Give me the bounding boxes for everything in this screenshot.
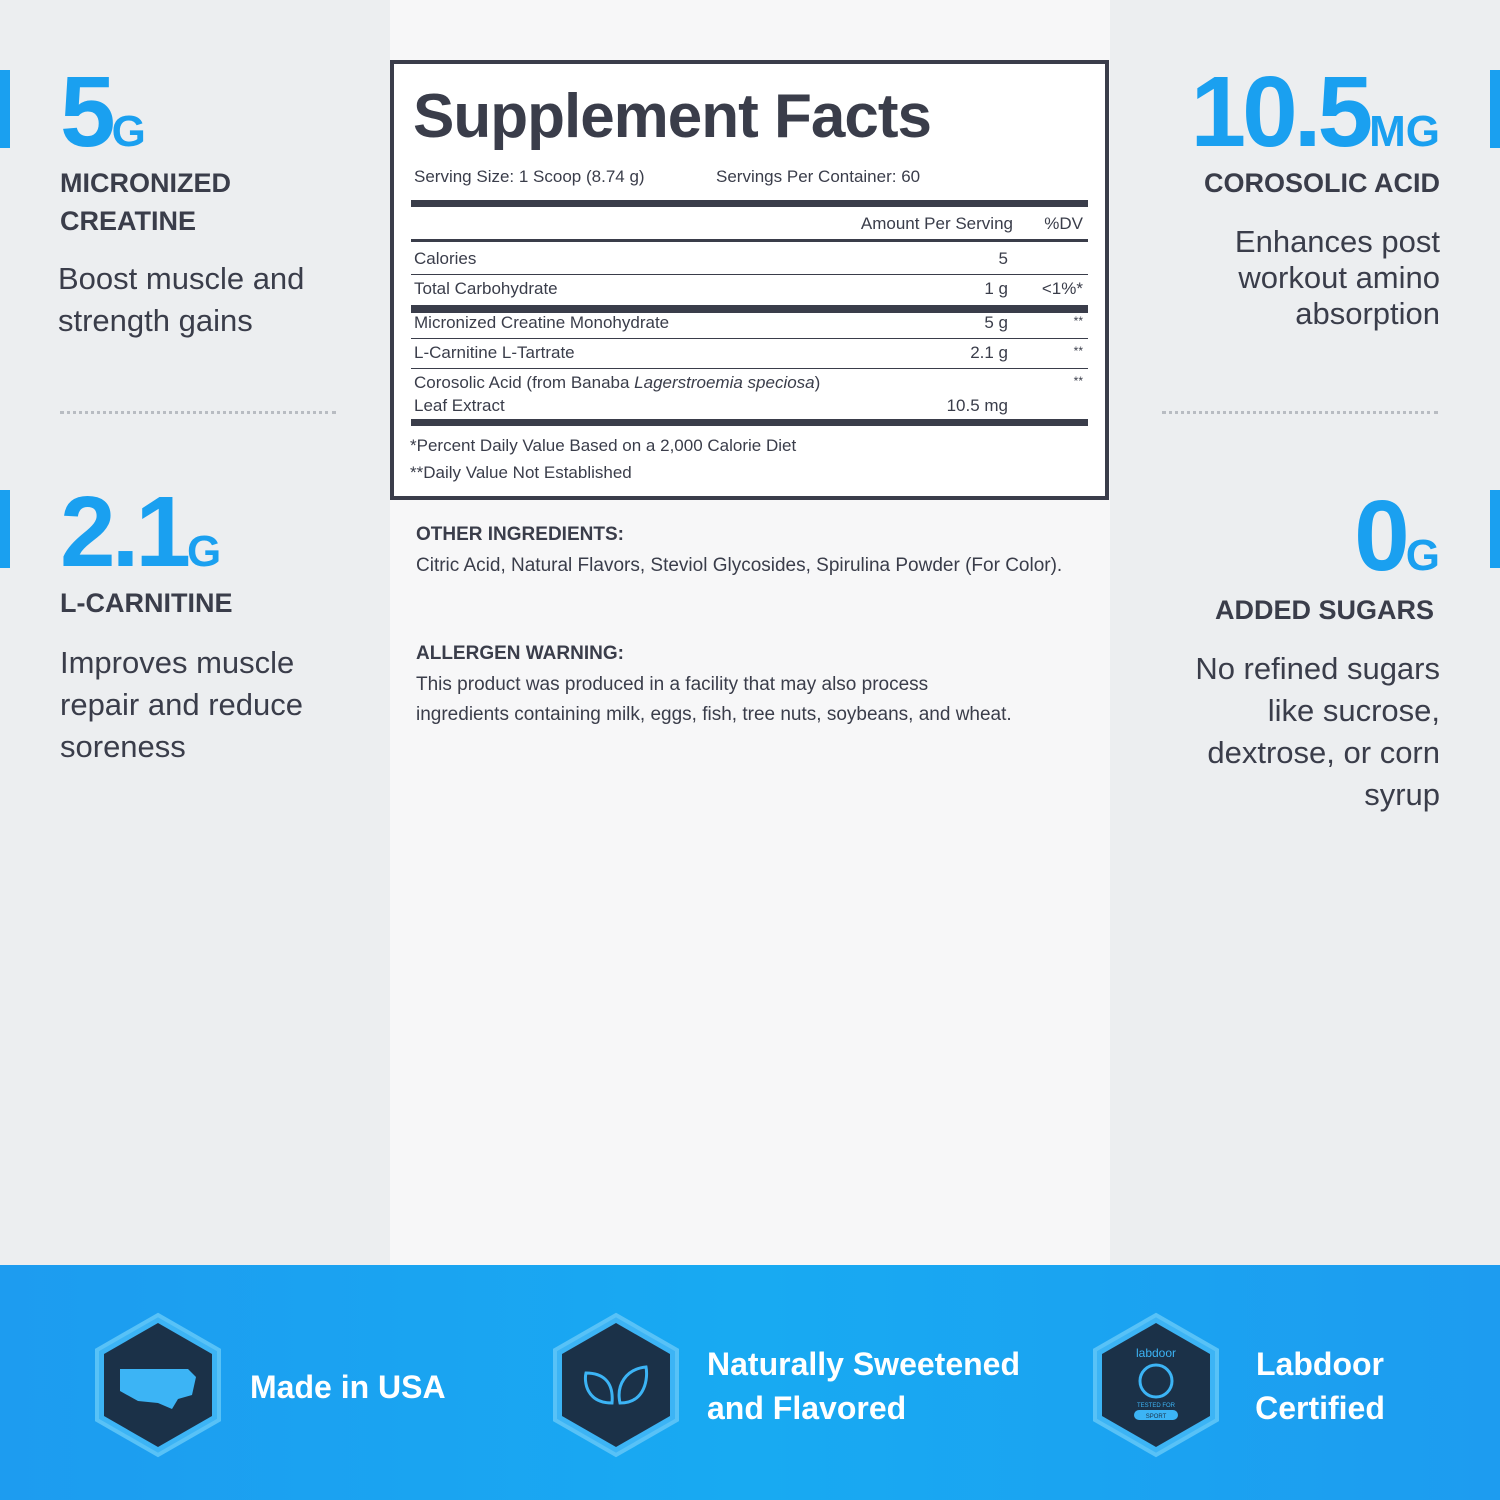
badge-label: Made in USA: [250, 1369, 446, 1405]
servings-per-container: Servings Per Container: 60: [716, 167, 921, 186]
row-name: Total Carbohydrate: [414, 279, 558, 298]
badge-label: Naturally Sweetened and Flavored: [707, 1346, 1020, 1426]
footnote: **Daily Value Not Established: [410, 463, 632, 482]
dv-header: %DV: [1044, 214, 1083, 233]
feature-number: 0G: [1354, 486, 1440, 606]
row-amount: 1 g: [984, 279, 1008, 298]
unit: G: [111, 107, 146, 156]
section-heading: ALLERGEN WARNING:: [416, 643, 624, 664]
row-amount: 5: [998, 249, 1008, 268]
feature-number: 10.5MG: [1190, 62, 1440, 182]
usa-badge: [95, 1312, 221, 1458]
logo-brand: labdoor: [1136, 1346, 1176, 1360]
feature-number: 2.1G: [60, 482, 221, 602]
section-text: This product was produced in a facility …: [416, 674, 1012, 725]
serving-size: Serving Size: 1 Scoop (8.74 g): [414, 167, 645, 186]
text: Corosolic Acid (from Banaba: [414, 373, 635, 392]
accent-bar: [0, 490, 10, 568]
row-name: Leaf Extract: [414, 396, 505, 415]
rule: [411, 338, 1088, 339]
number: 0: [1354, 480, 1410, 592]
row-name: Corosolic Acid (from Banaba Lagerstroemi…: [414, 373, 820, 393]
amount-header: Amount Per Serving: [860, 214, 1013, 233]
row-name: Calories: [414, 249, 477, 268]
rule: [411, 239, 1088, 242]
accent-bar: [0, 70, 10, 148]
rule: [411, 200, 1088, 207]
row-amount: 2.1 g: [970, 343, 1008, 362]
logo-text: SPORT: [1146, 1414, 1167, 1420]
facts-panel: [390, 60, 1109, 500]
unit: G: [187, 527, 222, 576]
feature-label: COROSOLIC ACID: [1204, 168, 1440, 198]
feature-label: L-CARNITINE: [60, 588, 233, 618]
row-dv: <1%*: [1041, 279, 1083, 298]
rule: [411, 305, 1088, 313]
accent-bar: [1490, 70, 1500, 148]
row-dv: **: [1073, 314, 1083, 328]
italic-text: Lagerstroemia speciosa: [634, 373, 815, 392]
labdoor-badge: labdoor TESTED FOR SPORT: [1093, 1312, 1219, 1458]
row-amount: 5 g: [984, 313, 1008, 332]
feature-label: MICRONIZED CREATINE: [60, 168, 231, 236]
leaf-badge: [553, 1312, 679, 1458]
rule: [411, 419, 1088, 426]
rule: [411, 274, 1088, 275]
row-amount: 10.5 mg: [946, 396, 1008, 415]
number: 5: [60, 56, 116, 168]
badge-icons: labdoor TESTED FOR SPORT: [95, 1312, 1219, 1458]
row-name: Micronized Creatine Monohydrate: [414, 313, 670, 332]
feature-description: Improves muscle repair and reduce sorene…: [60, 645, 303, 764]
number: 10.5: [1190, 56, 1373, 168]
separator: [1162, 411, 1438, 414]
rule: [411, 368, 1088, 369]
feature-description: No refined sugars like sucrose, dextrose…: [1195, 651, 1440, 812]
feature-description: Boost muscle and strength gains: [58, 261, 305, 338]
row-name: L-Carnitine L-Tartrate: [414, 343, 575, 362]
facts-title: Supplement Facts: [413, 82, 932, 151]
section-text: Citric Acid, Natural Flavors, Steviol Gl…: [416, 555, 1063, 576]
badge-band: [0, 1265, 1500, 1500]
badge-label: Labdoor Certified: [1255, 1346, 1385, 1426]
accent-bar: [1490, 490, 1500, 568]
footnote: *Percent Daily Value Based on a 2,000 Ca…: [410, 436, 797, 455]
unit: MG: [1369, 107, 1440, 156]
section-heading: OTHER INGREDIENTS:: [416, 524, 624, 545]
row-dv: **: [1073, 344, 1083, 358]
number: 2.1: [60, 476, 191, 588]
row-dv: **: [1073, 374, 1083, 388]
unit: G: [1405, 531, 1440, 580]
logo-text: TESTED FOR: [1137, 1403, 1176, 1409]
feature-number: 5G: [60, 62, 146, 182]
separator: [60, 411, 336, 414]
text: ): [814, 373, 821, 392]
feature-description: Enhances post workout amino absorption: [1234, 224, 1440, 331]
feature-label: ADDED SUGARS: [1214, 595, 1434, 625]
